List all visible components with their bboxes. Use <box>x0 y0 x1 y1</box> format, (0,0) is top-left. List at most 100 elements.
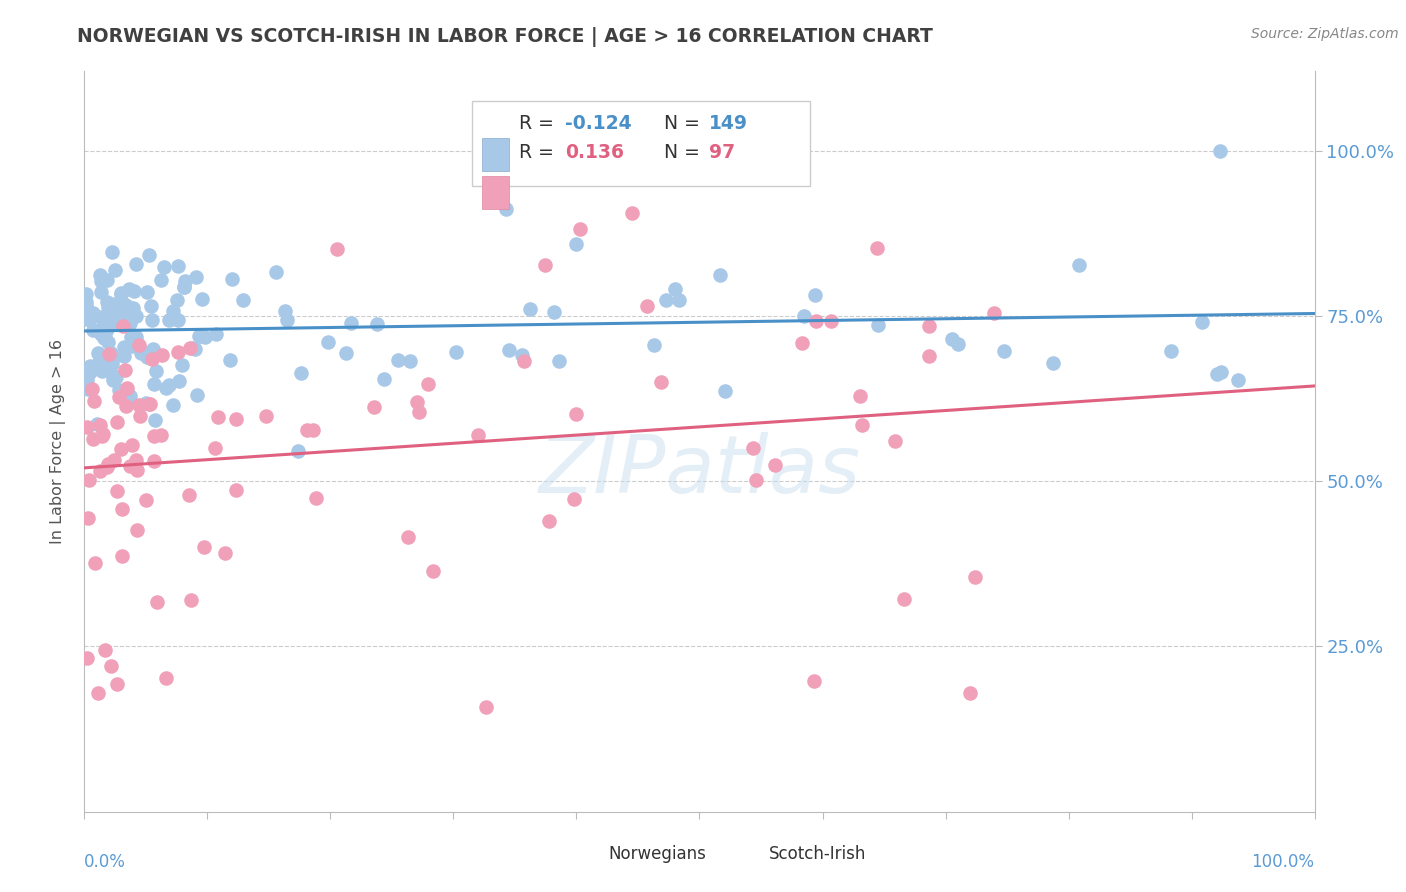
Point <box>326 242 349 256</box>
Point <box>155 381 177 395</box>
Point <box>145 364 167 378</box>
Point <box>537 514 560 528</box>
Text: 0.0%: 0.0% <box>84 854 127 871</box>
Point <box>387 352 409 367</box>
Point <box>408 405 430 419</box>
Text: Norwegians: Norwegians <box>609 845 706 863</box>
Point <box>103 296 125 310</box>
Point <box>114 363 136 377</box>
Point <box>177 488 200 502</box>
Point <box>512 348 534 362</box>
Point <box>714 384 737 399</box>
Point <box>90 326 112 341</box>
Point <box>108 390 131 404</box>
Point <box>76 382 98 396</box>
Point <box>422 564 444 578</box>
Point <box>127 462 149 476</box>
Point <box>75 299 97 313</box>
Point <box>87 686 110 700</box>
Point <box>105 370 128 384</box>
Point <box>103 373 125 387</box>
FancyBboxPatch shape <box>482 176 509 209</box>
Point <box>112 318 135 333</box>
Point <box>498 343 520 358</box>
Point <box>173 279 195 293</box>
Point <box>84 556 107 570</box>
Point <box>86 417 108 431</box>
Text: 100.0%: 100.0% <box>1251 854 1315 871</box>
Point <box>339 316 361 330</box>
Text: 97: 97 <box>710 144 735 162</box>
Point <box>162 303 184 318</box>
Point <box>366 317 388 331</box>
Point <box>475 699 498 714</box>
Point <box>467 427 489 442</box>
Point <box>316 334 339 349</box>
FancyBboxPatch shape <box>472 101 810 186</box>
Point <box>993 344 1015 359</box>
Text: 0.136: 0.136 <box>565 144 624 162</box>
Point <box>138 248 160 262</box>
Point <box>1191 315 1213 329</box>
Point <box>97 334 120 349</box>
Point <box>104 262 127 277</box>
Point <box>620 206 643 220</box>
Point <box>94 642 117 657</box>
Point <box>167 259 190 273</box>
Point <box>141 299 163 313</box>
Point <box>170 358 193 372</box>
Point <box>110 286 132 301</box>
Y-axis label: In Labor Force | Age > 16: In Labor Force | Age > 16 <box>49 339 66 544</box>
Point <box>668 293 690 308</box>
Point <box>77 364 100 378</box>
Point <box>76 286 98 301</box>
Point <box>97 301 120 315</box>
Point <box>543 304 565 318</box>
Point <box>803 673 825 688</box>
Point <box>157 378 180 392</box>
Point <box>287 444 309 458</box>
Point <box>121 339 143 353</box>
Point <box>89 418 111 433</box>
Point <box>142 376 165 391</box>
Point <box>96 322 118 336</box>
Point <box>100 658 122 673</box>
Point <box>804 314 827 328</box>
Point <box>94 326 117 341</box>
Point <box>866 241 889 255</box>
Text: Source: ZipAtlas.com: Source: ZipAtlas.com <box>1251 27 1399 41</box>
Point <box>76 373 98 387</box>
Point <box>918 350 941 364</box>
Point <box>565 237 588 252</box>
Point <box>399 353 422 368</box>
Text: R =: R = <box>519 114 560 133</box>
Point <box>110 286 132 301</box>
Point <box>254 409 277 423</box>
Point <box>264 264 287 278</box>
Point <box>188 329 211 343</box>
Point <box>204 441 226 455</box>
Point <box>128 338 150 352</box>
Point <box>143 413 166 427</box>
Point <box>136 350 159 364</box>
Text: -0.124: -0.124 <box>565 114 633 133</box>
Point <box>396 530 419 544</box>
Point <box>207 409 229 424</box>
Point <box>75 311 97 326</box>
Point <box>82 323 104 337</box>
Text: NORWEGIAN VS SCOTCH-IRISH IN LABOR FORCE | AGE > 16 CORRELATION CHART: NORWEGIAN VS SCOTCH-IRISH IN LABOR FORCE… <box>77 27 934 46</box>
Point <box>643 338 665 352</box>
Point <box>125 330 148 344</box>
Point <box>75 295 97 310</box>
Point <box>103 303 125 318</box>
Point <box>118 389 141 403</box>
Point <box>851 418 873 433</box>
Point <box>120 330 142 344</box>
Point <box>963 570 986 584</box>
Point <box>562 491 585 506</box>
Point <box>276 313 298 327</box>
Point <box>143 454 166 468</box>
Point <box>89 464 111 478</box>
Point <box>513 354 536 368</box>
Point <box>120 316 142 330</box>
